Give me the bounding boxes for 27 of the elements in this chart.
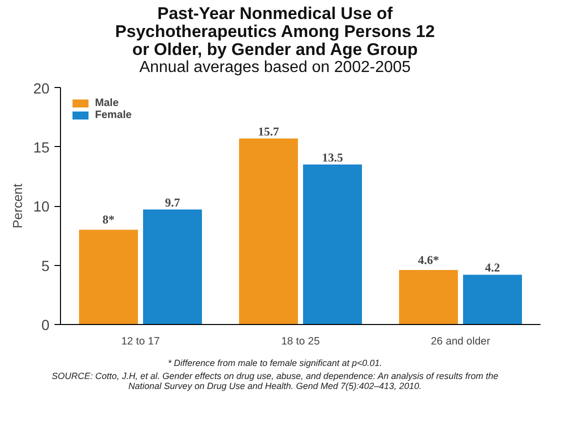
data-label: 4.2 bbox=[485, 260, 500, 275]
bar bbox=[79, 230, 138, 325]
x-tick-label: 26 and older bbox=[430, 336, 491, 348]
data-label: 13.5 bbox=[322, 150, 343, 165]
x-tick-label: 18 to 25 bbox=[281, 336, 320, 348]
y-tick-label: 10 bbox=[33, 200, 50, 216]
y-tick-label: 20 bbox=[33, 82, 50, 98]
source-note: SOURCE: Cotto, J.H, et al. Gender effects on drug use, abuse, and dependence: An analysis of results from the National Survey on Drug Use and Health. Gend Med 7(5):402–413, 2010. bbox=[50, 371, 500, 392]
text: * Difference from male to female significant at p<0.01. bbox=[166, 358, 384, 368]
bar bbox=[143, 210, 202, 325]
legend-label: Female bbox=[95, 109, 132, 122]
data-label: 9.7 bbox=[165, 196, 180, 210]
x-tick-label: 12 to 17 bbox=[121, 336, 160, 348]
y-axis-title: Percent bbox=[10, 183, 26, 229]
chart-title: Past-Year Nonmedical Use of Psychotherapeutics Among Persons 12 or Older, by Gender and Age Group bbox=[114, 4, 436, 59]
bar bbox=[463, 274, 522, 325]
bar bbox=[399, 270, 458, 325]
legend-label: Male bbox=[95, 97, 119, 110]
chart-subtitle: Annual averages based on 2002-2005 bbox=[138, 59, 412, 77]
y-tick-label: 15 bbox=[33, 140, 50, 156]
y-tick-label: 0 bbox=[41, 318, 50, 334]
y-tick-label: 5 bbox=[41, 258, 50, 275]
data-label: 8* bbox=[102, 212, 114, 227]
bar bbox=[239, 138, 298, 325]
data-label: 15.7 bbox=[258, 124, 279, 139]
bar bbox=[303, 164, 362, 325]
data-label: 4.6* bbox=[418, 253, 439, 268]
